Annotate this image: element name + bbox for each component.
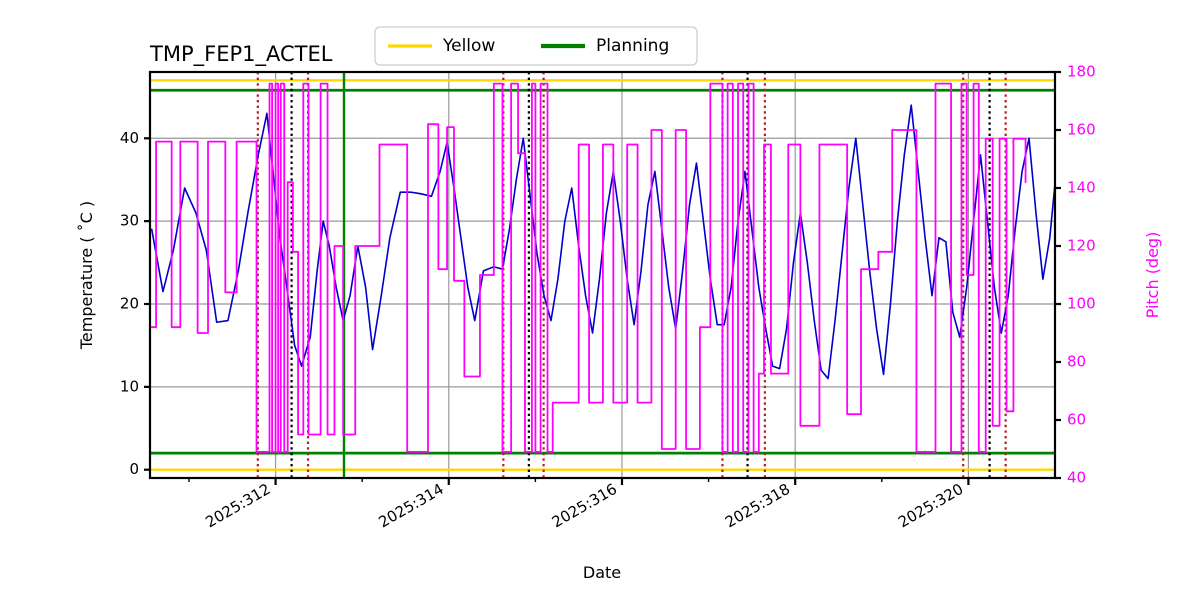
limit-lines <box>150 79 1055 471</box>
y2-tick-label-7: 180 <box>1067 63 1096 81</box>
page-title: TMP_FEP1_ACTEL <box>149 42 333 67</box>
y-tick-label-0: 0 <box>129 460 139 478</box>
chart-legend[interactable]: Yellow Planning <box>374 26 698 66</box>
y-tick-label-4: 40 <box>120 129 139 147</box>
y2-tick-label-6: 160 <box>1067 121 1096 139</box>
legend-label-yellow[interactable]: Yellow <box>442 36 495 56</box>
y2-tick-label-1: 60 <box>1067 411 1086 429</box>
x-axis-title: Date <box>583 563 621 582</box>
y2-tick-label-5: 140 <box>1067 179 1096 197</box>
y2-tick-label-0: 40 <box>1067 469 1086 487</box>
y2-tick-label-2: 80 <box>1067 353 1086 371</box>
plot-frame <box>148 70 1057 480</box>
series-line-pitch[interactable] <box>150 82 1027 453</box>
y2-axis-title: Pitch (deg) <box>1143 232 1162 319</box>
data-series[interactable] <box>150 82 1056 453</box>
y-axis-title: Temperature ( ˚C ) <box>77 201 96 350</box>
y-tick-label-3: 30 <box>120 212 139 230</box>
y-tick-label-2: 20 <box>120 295 139 313</box>
y2-tick-label-3: 100 <box>1067 295 1096 313</box>
y-tick-label-1: 10 <box>120 377 139 395</box>
legend-box <box>374 26 698 66</box>
legend-label-planning[interactable]: Planning <box>596 36 669 56</box>
y2-tick-label-4: 120 <box>1067 237 1096 255</box>
